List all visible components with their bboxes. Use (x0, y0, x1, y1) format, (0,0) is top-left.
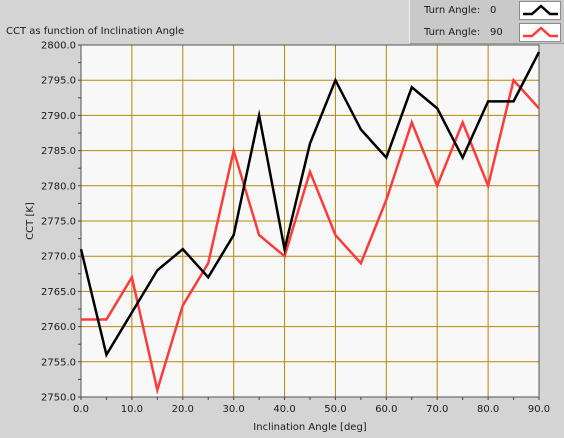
y-tick-label: 2755.0 (41, 357, 76, 368)
x-tick-label: 10.0 (121, 404, 143, 415)
legend-label: Turn Angle: (424, 27, 481, 38)
legend-label: Turn Angle: (424, 5, 481, 16)
legend-swatch-line (523, 26, 558, 38)
legend: Turn Angle: 0 Turn Angle: 90 (409, 0, 564, 44)
plot-frame (80, 44, 540, 398)
y-tick-label: 2795.0 (41, 76, 76, 87)
x-tick-label: 80.0 (477, 404, 499, 415)
legend-series-name: 90 (490, 27, 503, 38)
x-tick-label: 90.0 (528, 404, 550, 415)
y-axis-label: CCT [K] (25, 202, 36, 240)
x-tick-label: 30.0 (223, 404, 245, 415)
legend-swatch-line (523, 4, 558, 16)
y-tick-label: 2750.0 (41, 393, 76, 404)
x-tick-label: 20.0 (172, 404, 194, 415)
y-tick-label: 2760.0 (41, 322, 76, 333)
legend-swatch[interactable] (519, 23, 561, 42)
legend-item-series-1: Turn Angle: 90 (410, 22, 564, 44)
x-tick-label: 50.0 (324, 404, 346, 415)
x-tick-label: 0.0 (73, 404, 89, 415)
y-tick-label: 2780.0 (41, 181, 76, 192)
legend-item-series-0: Turn Angle: 0 (410, 0, 564, 22)
y-tick-label: 2770.0 (41, 252, 76, 263)
legend-swatch[interactable] (519, 1, 561, 20)
y-tick-label: 2790.0 (41, 111, 76, 122)
y-tick-label: 2775.0 (41, 217, 76, 228)
legend-series-name: 0 (490, 5, 497, 16)
chart-title: CCT as function of Inclination Angle (6, 26, 185, 37)
y-tick-label: 2785.0 (41, 146, 76, 157)
x-tick-label: 70.0 (426, 404, 448, 415)
y-tick-label: 2765.0 (41, 287, 76, 298)
x-tick-label: 60.0 (375, 404, 397, 415)
x-axis-label: Inclination Angle [deg] (253, 422, 367, 433)
y-tick-label: 2800.0 (41, 41, 76, 52)
x-tick-label: 40.0 (273, 404, 295, 415)
